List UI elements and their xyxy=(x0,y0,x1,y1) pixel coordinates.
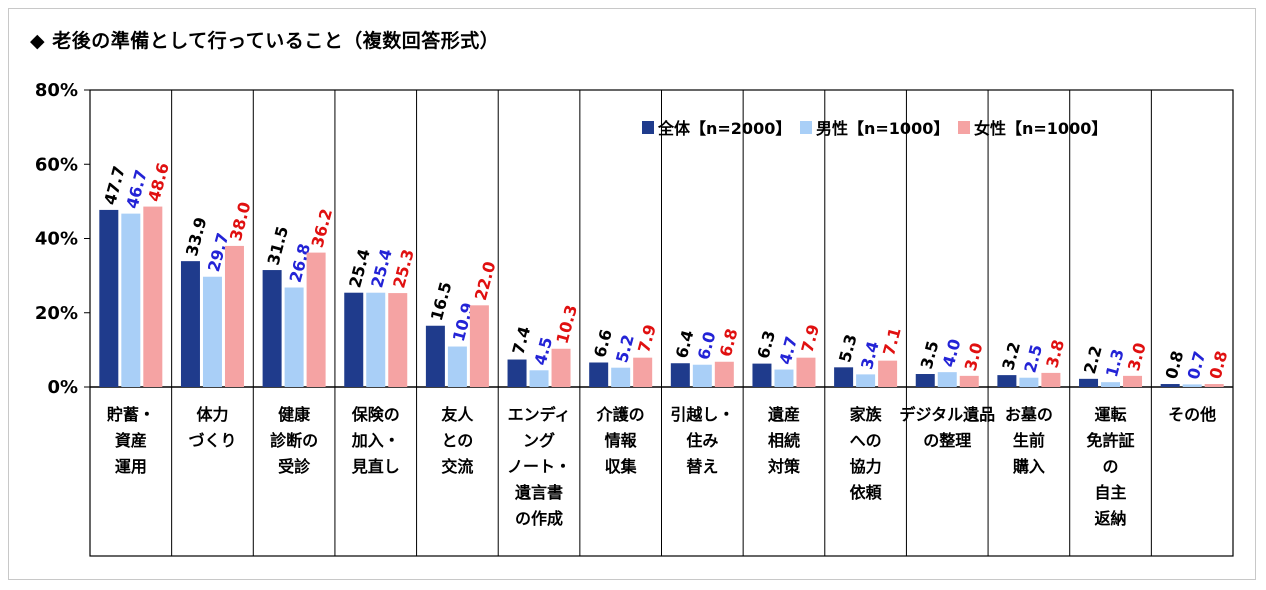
category-label: デジタル遺品の整理 xyxy=(899,405,995,450)
data-label: 33.9 xyxy=(182,215,211,258)
bar xyxy=(692,364,712,387)
category-label: 遺産相続対策 xyxy=(767,405,801,476)
data-label: 38.0 xyxy=(226,200,255,243)
data-label: 48.6 xyxy=(144,161,173,204)
bar xyxy=(1123,375,1143,387)
bar xyxy=(121,213,141,387)
chart-title: ◆ 老後の準備として行っていること（複数回答形式） xyxy=(30,30,500,52)
bar xyxy=(997,375,1017,387)
category-label: お墓の生前購入 xyxy=(1005,405,1053,476)
data-label: 7.1 xyxy=(879,325,905,357)
category-label: エンディングノート・遺言書の作成 xyxy=(507,405,571,528)
legend-label: 全体【n=2000】 xyxy=(657,119,791,138)
data-label: 6.3 xyxy=(753,328,779,360)
bar xyxy=(366,292,386,387)
bar xyxy=(714,361,734,387)
bar xyxy=(633,357,653,387)
y-tick-label: 0% xyxy=(47,377,78,398)
bar xyxy=(834,367,854,387)
data-label: 16.5 xyxy=(427,280,456,323)
bar xyxy=(143,206,163,387)
data-label: 4.0 xyxy=(939,337,965,369)
bar xyxy=(937,372,957,387)
data-label: 5.3 xyxy=(835,332,861,364)
bar xyxy=(284,287,304,387)
category-label: 家族への協力依頼 xyxy=(850,405,883,502)
data-label: 3.8 xyxy=(1042,338,1068,370)
legend-swatch xyxy=(958,121,970,134)
data-label: 2.2 xyxy=(1080,344,1106,376)
bar xyxy=(915,374,935,387)
bar xyxy=(670,363,690,387)
bar xyxy=(388,293,408,387)
category-label: 引越し・住み替え xyxy=(670,405,734,476)
bar xyxy=(507,359,527,387)
bar xyxy=(1041,372,1061,387)
bar xyxy=(878,360,898,387)
bar xyxy=(529,370,549,387)
bar xyxy=(306,252,326,387)
category-label: 友人との交流 xyxy=(441,405,474,476)
category-label: 体力づくり xyxy=(188,405,236,450)
data-label: 6.8 xyxy=(716,326,742,358)
data-label: 36.2 xyxy=(308,207,337,250)
y-tick-label: 40% xyxy=(35,229,78,250)
bar xyxy=(752,363,772,387)
bar xyxy=(224,245,244,387)
category-label: 健康診断の受診 xyxy=(270,405,318,476)
data-label: 7.9 xyxy=(634,322,660,354)
bar xyxy=(469,305,489,387)
legend-label: 男性【n=1000】 xyxy=(816,119,949,138)
data-label: 22.0 xyxy=(471,259,500,302)
bar xyxy=(99,209,119,387)
category-label: 運転免許証の自主返納 xyxy=(1087,405,1135,528)
bar xyxy=(796,357,816,387)
data-label: 31.5 xyxy=(264,224,293,267)
data-label: 3.5 xyxy=(917,339,943,371)
category-label: 貯蓄・資産運用 xyxy=(107,405,155,476)
bar xyxy=(447,346,467,387)
bar xyxy=(774,369,794,387)
legend-swatch xyxy=(800,121,812,134)
category-label: 保険の加入・見直し xyxy=(351,405,400,476)
legend-swatch xyxy=(642,121,654,134)
data-label: 1.3 xyxy=(1102,347,1128,379)
data-label: 3.0 xyxy=(1124,341,1150,373)
category-label: その他 xyxy=(1168,405,1216,424)
bar xyxy=(1182,384,1202,387)
bar xyxy=(180,261,200,387)
data-label: 7.9 xyxy=(797,322,823,354)
data-label: 0.8 xyxy=(1206,349,1232,381)
bar xyxy=(1160,384,1180,387)
bar xyxy=(959,375,979,387)
data-label: 2.5 xyxy=(1020,342,1046,374)
y-tick-label: 80% xyxy=(35,80,78,101)
y-tick-label: 20% xyxy=(35,303,78,324)
bar xyxy=(1019,377,1039,387)
bar xyxy=(202,276,222,387)
data-label: 10.3 xyxy=(553,303,582,346)
bar xyxy=(1101,382,1121,387)
legend-label: 女性【n=1000】 xyxy=(974,119,1107,138)
bar xyxy=(551,348,571,387)
data-label: 3.0 xyxy=(961,341,987,373)
y-tick-label: 60% xyxy=(35,154,78,175)
bar xyxy=(1204,384,1224,387)
bar xyxy=(344,292,364,387)
category-label: 介護の情報収集 xyxy=(596,405,645,476)
bar xyxy=(1079,378,1099,387)
bar xyxy=(856,374,876,387)
data-label: 7.4 xyxy=(509,324,535,356)
bar xyxy=(425,325,445,387)
bar xyxy=(262,270,282,387)
data-label: 6.0 xyxy=(694,329,720,361)
bar xyxy=(589,362,609,387)
data-label: 6.6 xyxy=(590,327,616,359)
bar xyxy=(611,367,631,387)
